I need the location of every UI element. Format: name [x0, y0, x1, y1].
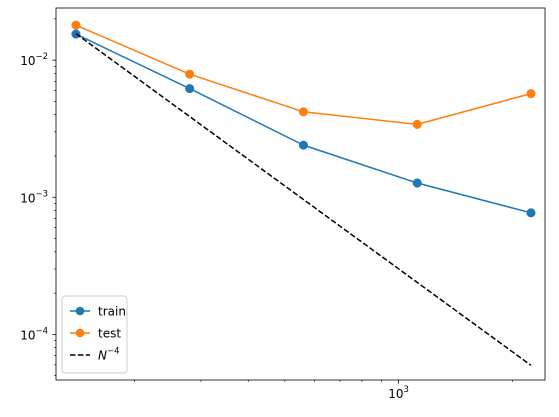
legend-marker-1 — [75, 306, 85, 316]
data-point-2-2 — [185, 69, 195, 79]
series-2 — [71, 20, 536, 129]
legend: train test N−4 — [61, 295, 128, 374]
data-point-1-5 — [526, 208, 536, 218]
legend-entry-3: N−4 — [70, 347, 120, 363]
data-point-2-5 — [526, 89, 536, 99]
data-point-2-1 — [71, 20, 81, 30]
legend-label-2: test — [98, 327, 121, 341]
series-1 — [71, 29, 536, 218]
plot-area — [71, 20, 536, 366]
series-line-1 — [75, 33, 532, 214]
series-line-3 — [75, 33, 532, 366]
data-point-1-2 — [185, 84, 195, 94]
legend-marker-2 — [75, 328, 85, 338]
axes: 103 10−4 10−3 10−2 — [20, 7, 546, 401]
series-group — [71, 20, 536, 366]
axes-frame — [55, 7, 546, 381]
legend-label-1: train — [98, 305, 126, 319]
y-tick-label-1: 10−4 — [20, 326, 48, 342]
y-tick-label-3: 10−2 — [20, 52, 48, 68]
data-point-1-3 — [298, 140, 308, 150]
data-point-2-3 — [298, 107, 308, 117]
legend-box — [61, 295, 128, 374]
y-tick-label-2: 10−3 — [20, 189, 48, 205]
x-tick-label-1: 103 — [388, 385, 409, 401]
data-point-2-4 — [412, 119, 422, 129]
legend-entry-1: train — [70, 305, 126, 319]
legend-label-3: N−4 — [98, 347, 120, 363]
series-3 — [75, 33, 532, 366]
data-point-1-4 — [412, 178, 422, 188]
legend-entry-2: test — [70, 327, 121, 341]
